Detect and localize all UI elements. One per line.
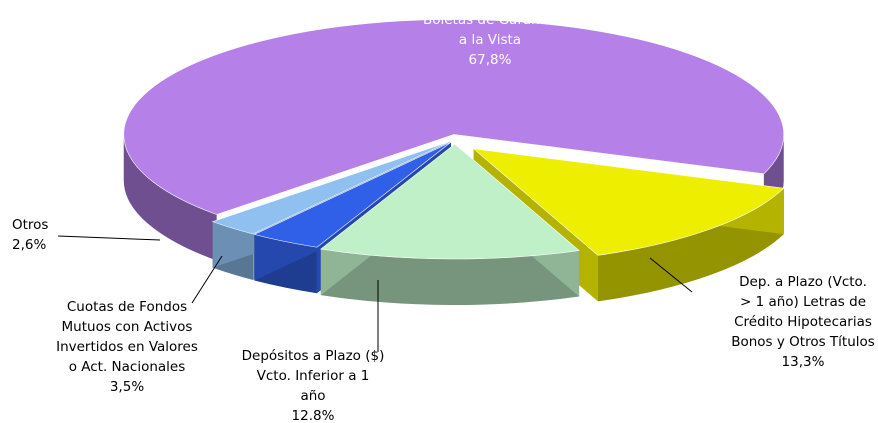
leader-line [649, 257, 693, 293]
label-line: Cuotas de Fondos [67, 299, 187, 315]
label-line: año [300, 388, 325, 404]
label-line: Invertidos en Valores [56, 339, 198, 355]
label-line: a la Vista [459, 32, 521, 48]
slice-side [320, 249, 580, 305]
slice-label: Boletas de Garantía a la Vista [423, 12, 557, 48]
pie [123, 19, 785, 305]
slice-side [597, 188, 784, 302]
value-label: 12.8% [292, 408, 335, 423]
slice-label: Dep. a Plazo (Vcto. > 1 año) Letras de Cré… [731, 274, 875, 350]
slice [211, 141, 450, 235]
value-label: 67,8% [469, 52, 512, 68]
value-label: 2,6% [12, 237, 46, 253]
label-line: Boletas de Garantía [423, 12, 557, 28]
slice [320, 143, 580, 260]
value-label: 3,5% [110, 379, 144, 395]
slice-label: Depósitos a Plazo ($) Vcto. Inferior a 1 a… [242, 348, 385, 404]
label-line: > 1 año) Letras de [740, 294, 866, 310]
label-line: Vcto. Inferior a 1 [257, 368, 370, 384]
labels: Boletas de Garantía a la Vista 67,8% Dep. a… [12, 12, 875, 423]
label-line: Bonos y Otros Títulos [731, 334, 875, 350]
label-line: o Act. Nacionales [69, 359, 186, 375]
slice [253, 141, 452, 248]
label-line: Crédito Hipotecarias [734, 314, 872, 330]
slice-side [123, 134, 217, 261]
slice [472, 148, 785, 256]
label-line: Depósitos a Plazo ($) [242, 348, 385, 364]
label-line: Mutuos con Activos [62, 319, 193, 335]
label-line: Dep. a Plazo (Vcto. [739, 274, 867, 290]
slice [123, 19, 784, 215]
value-label: 13,3% [782, 354, 825, 370]
leader-line [191, 255, 223, 304]
leader-line [57, 235, 161, 241]
slice-label: Cuotas de Fondos Mutuos con Activos Invert… [56, 299, 198, 375]
slice-label: Otros [12, 217, 48, 233]
label-line: Otros [12, 217, 48, 233]
